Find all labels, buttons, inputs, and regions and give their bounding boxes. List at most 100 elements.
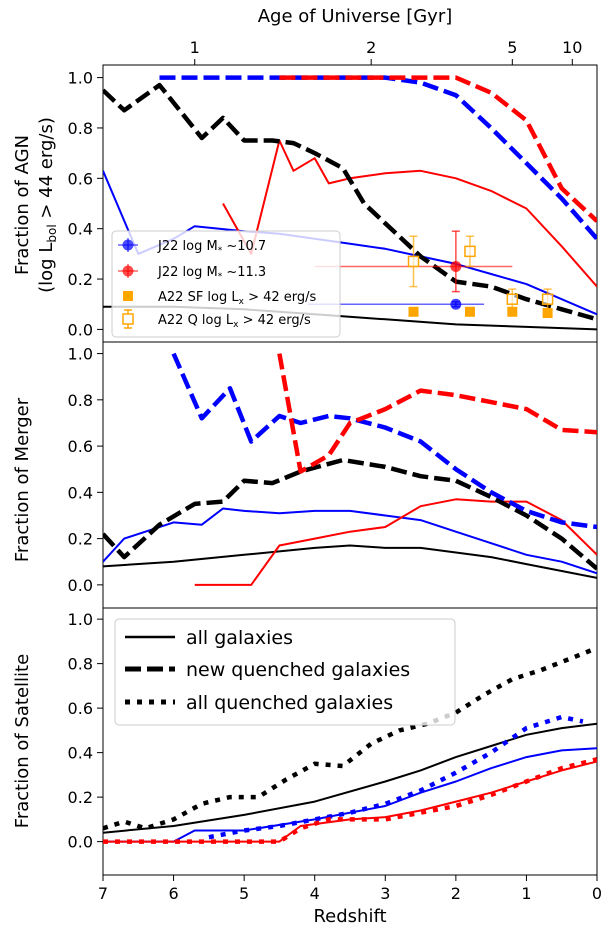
legend-agn-marker-1	[118, 264, 138, 278]
series-line-1-1	[103, 507, 597, 575]
ytick-label-1-3: 0.6	[68, 437, 93, 456]
series-line-2-5	[103, 757, 597, 844]
point-3-2-marker	[506, 293, 519, 305]
point-2-1-marker	[464, 306, 475, 317]
panel-agn: 0.0 0.2 0.4 0.6 0.8 1.0	[68, 69, 597, 339]
legend-satellite-label-0: all galaxies	[186, 627, 293, 649]
legend-agn-label-0-rest: ~10.7	[222, 239, 266, 254]
top-tick-label-3: 10	[562, 38, 582, 57]
xtick-label-4: 3	[380, 884, 390, 903]
xtick-label-2: 5	[239, 884, 249, 903]
series-line-0-5	[279, 75, 597, 223]
top-axis-label: Age of Universe [Gyr]	[258, 6, 453, 27]
legend-satellite: all galaxies new quenched galaxies all q…	[114, 618, 456, 726]
ytick-label-1-0: 0.0	[68, 576, 93, 595]
series-line-1-2	[194, 498, 597, 586]
xtick-label-3: 4	[310, 884, 320, 903]
top-tick-label-2: 5	[507, 38, 517, 57]
ytick-label-0-4: 0.8	[68, 119, 93, 138]
ylabel-agn-line2: (log Lbol > 44 erg/s)	[36, 117, 59, 293]
series-line-1-3	[103, 457, 597, 571]
legend-agn-label-3-rest: > 42 erg/s	[238, 313, 311, 328]
ytick-label-0-3: 0.6	[68, 169, 93, 188]
legend-agn-label-1-a: J22 log M	[157, 265, 218, 280]
legend-agn-label-2-a: A22 SF log L	[158, 290, 239, 305]
panel-merger: 0.0 0.2 0.4 0.6 0.8 1.0	[68, 345, 597, 595]
legend-agn-label-0-a: J22 log M	[157, 239, 218, 254]
legend-agn-label-1-sub: *	[218, 272, 223, 282]
panel-satellite-frame	[102, 607, 598, 876]
ytick-label-2-1: 0.2	[68, 788, 93, 807]
point-2-2-marker	[507, 306, 518, 317]
ytick-label-1-1: 0.2	[68, 530, 93, 549]
point-3-0-marker	[407, 255, 420, 268]
legend-satellite-label-1: new quenched galaxies	[186, 659, 410, 681]
ytick-label-0-0: 0.0	[68, 320, 93, 339]
series-group-1	[103, 352, 597, 586]
xtick-label-6: 1	[521, 884, 531, 903]
ytick-label-2-2: 0.4	[68, 744, 93, 763]
series-line-0-2	[222, 139, 597, 288]
legend-agn-marker-0	[118, 238, 138, 252]
series-line-2-2	[103, 760, 597, 843]
series-line-2-3	[103, 645, 597, 831]
point-3-3-marker	[541, 293, 554, 305]
xlabel: Redshift	[313, 906, 386, 927]
legend-agn-label-2-rest: > 42 erg/s	[244, 290, 317, 305]
legend-agn-label-1: J22 log M* ~11.3	[157, 265, 266, 282]
legend-agn-label-3-a: A22 Q log L	[158, 313, 234, 328]
panel-satellite: 0.0 0.2 0.4 0.6 0.8 1.0	[68, 610, 597, 852]
top-tick-label-0: 1	[190, 38, 200, 57]
ytick-label-0-2: 0.4	[68, 220, 93, 239]
ytick-label-1-5: 1.0	[68, 345, 93, 364]
legend-agn-label-1-rest: ~11.3	[222, 265, 266, 280]
xtick-label-1: 6	[168, 884, 178, 903]
legend-agn-label-2: A22 SF log Lx > 42 erg/s	[158, 290, 317, 307]
top-tick-label-1: 2	[366, 38, 376, 57]
point-2-0-marker	[408, 306, 419, 317]
series-line-0-3	[103, 82, 597, 322]
legend-agn-label-3-sub: x	[233, 320, 239, 330]
legend-satellite-label-2: all quenched galaxies	[186, 692, 393, 714]
legend-satellite-box	[114, 618, 456, 726]
ylabel-agn-line1: Fraction of AGN	[12, 135, 33, 275]
point-0-0-marker	[450, 298, 462, 310]
legend-agn-label-3: A22 Q log Lx > 42 erg/s	[158, 313, 311, 330]
legend-agn-label-0: J22 log M* ~10.7	[157, 239, 266, 256]
ylabel-agn-line2-a: (log L	[36, 243, 57, 293]
xtick-label-7: 0	[592, 884, 602, 903]
xtick-label-0: 7	[98, 884, 108, 903]
ytick-label-0-5: 1.0	[68, 69, 93, 88]
ytick-label-2-4: 0.8	[68, 655, 93, 674]
legend-agn-label-0-sub: *	[218, 246, 223, 256]
ylabel-agn-line2-sub: bol	[45, 224, 59, 242]
point-2-3-marker	[542, 308, 553, 319]
ytick-label-1-4: 0.8	[68, 391, 93, 410]
ytick-label-2-5: 1.0	[68, 610, 93, 629]
ytick-label-2-0: 0.0	[68, 833, 93, 852]
legend-agn-label-2-sub: x	[239, 297, 245, 307]
point-3-1-marker	[464, 245, 476, 258]
xtick-label-5: 2	[451, 884, 461, 903]
series-group-2	[103, 645, 597, 844]
ylabel-agn-line2-rest: > 44 erg/s)	[36, 117, 57, 224]
series-line-2-1	[103, 747, 597, 843]
panel-merger-frame	[102, 341, 598, 609]
series-line-1-0	[103, 544, 597, 579]
top-axis: 1 2 5 10	[190, 38, 582, 65]
ylabel-merger: Fraction of Merger	[12, 397, 33, 562]
ylabel-satellite: Fraction of Satellite	[12, 654, 33, 828]
legend-agn-marker-3	[122, 309, 134, 329]
series-line-2-0	[103, 722, 597, 834]
ytick-label-1-2: 0.4	[68, 483, 93, 502]
ytick-label-0-1: 0.2	[68, 270, 93, 289]
series-line-1-4	[171, 352, 597, 530]
ytick-label-2-3: 0.6	[68, 699, 93, 718]
point-1-0-marker	[450, 260, 462, 272]
series-line-1-5	[277, 353, 597, 474]
legend-agn: J22 log M* ~10.7 J22 log M* ~11.3 A22 SF…	[111, 230, 341, 338]
x-axis: 7 6 5 4 3 2 1 0	[98, 875, 602, 903]
legend-agn-marker-2	[123, 291, 133, 301]
legend-agn-box	[111, 230, 341, 338]
